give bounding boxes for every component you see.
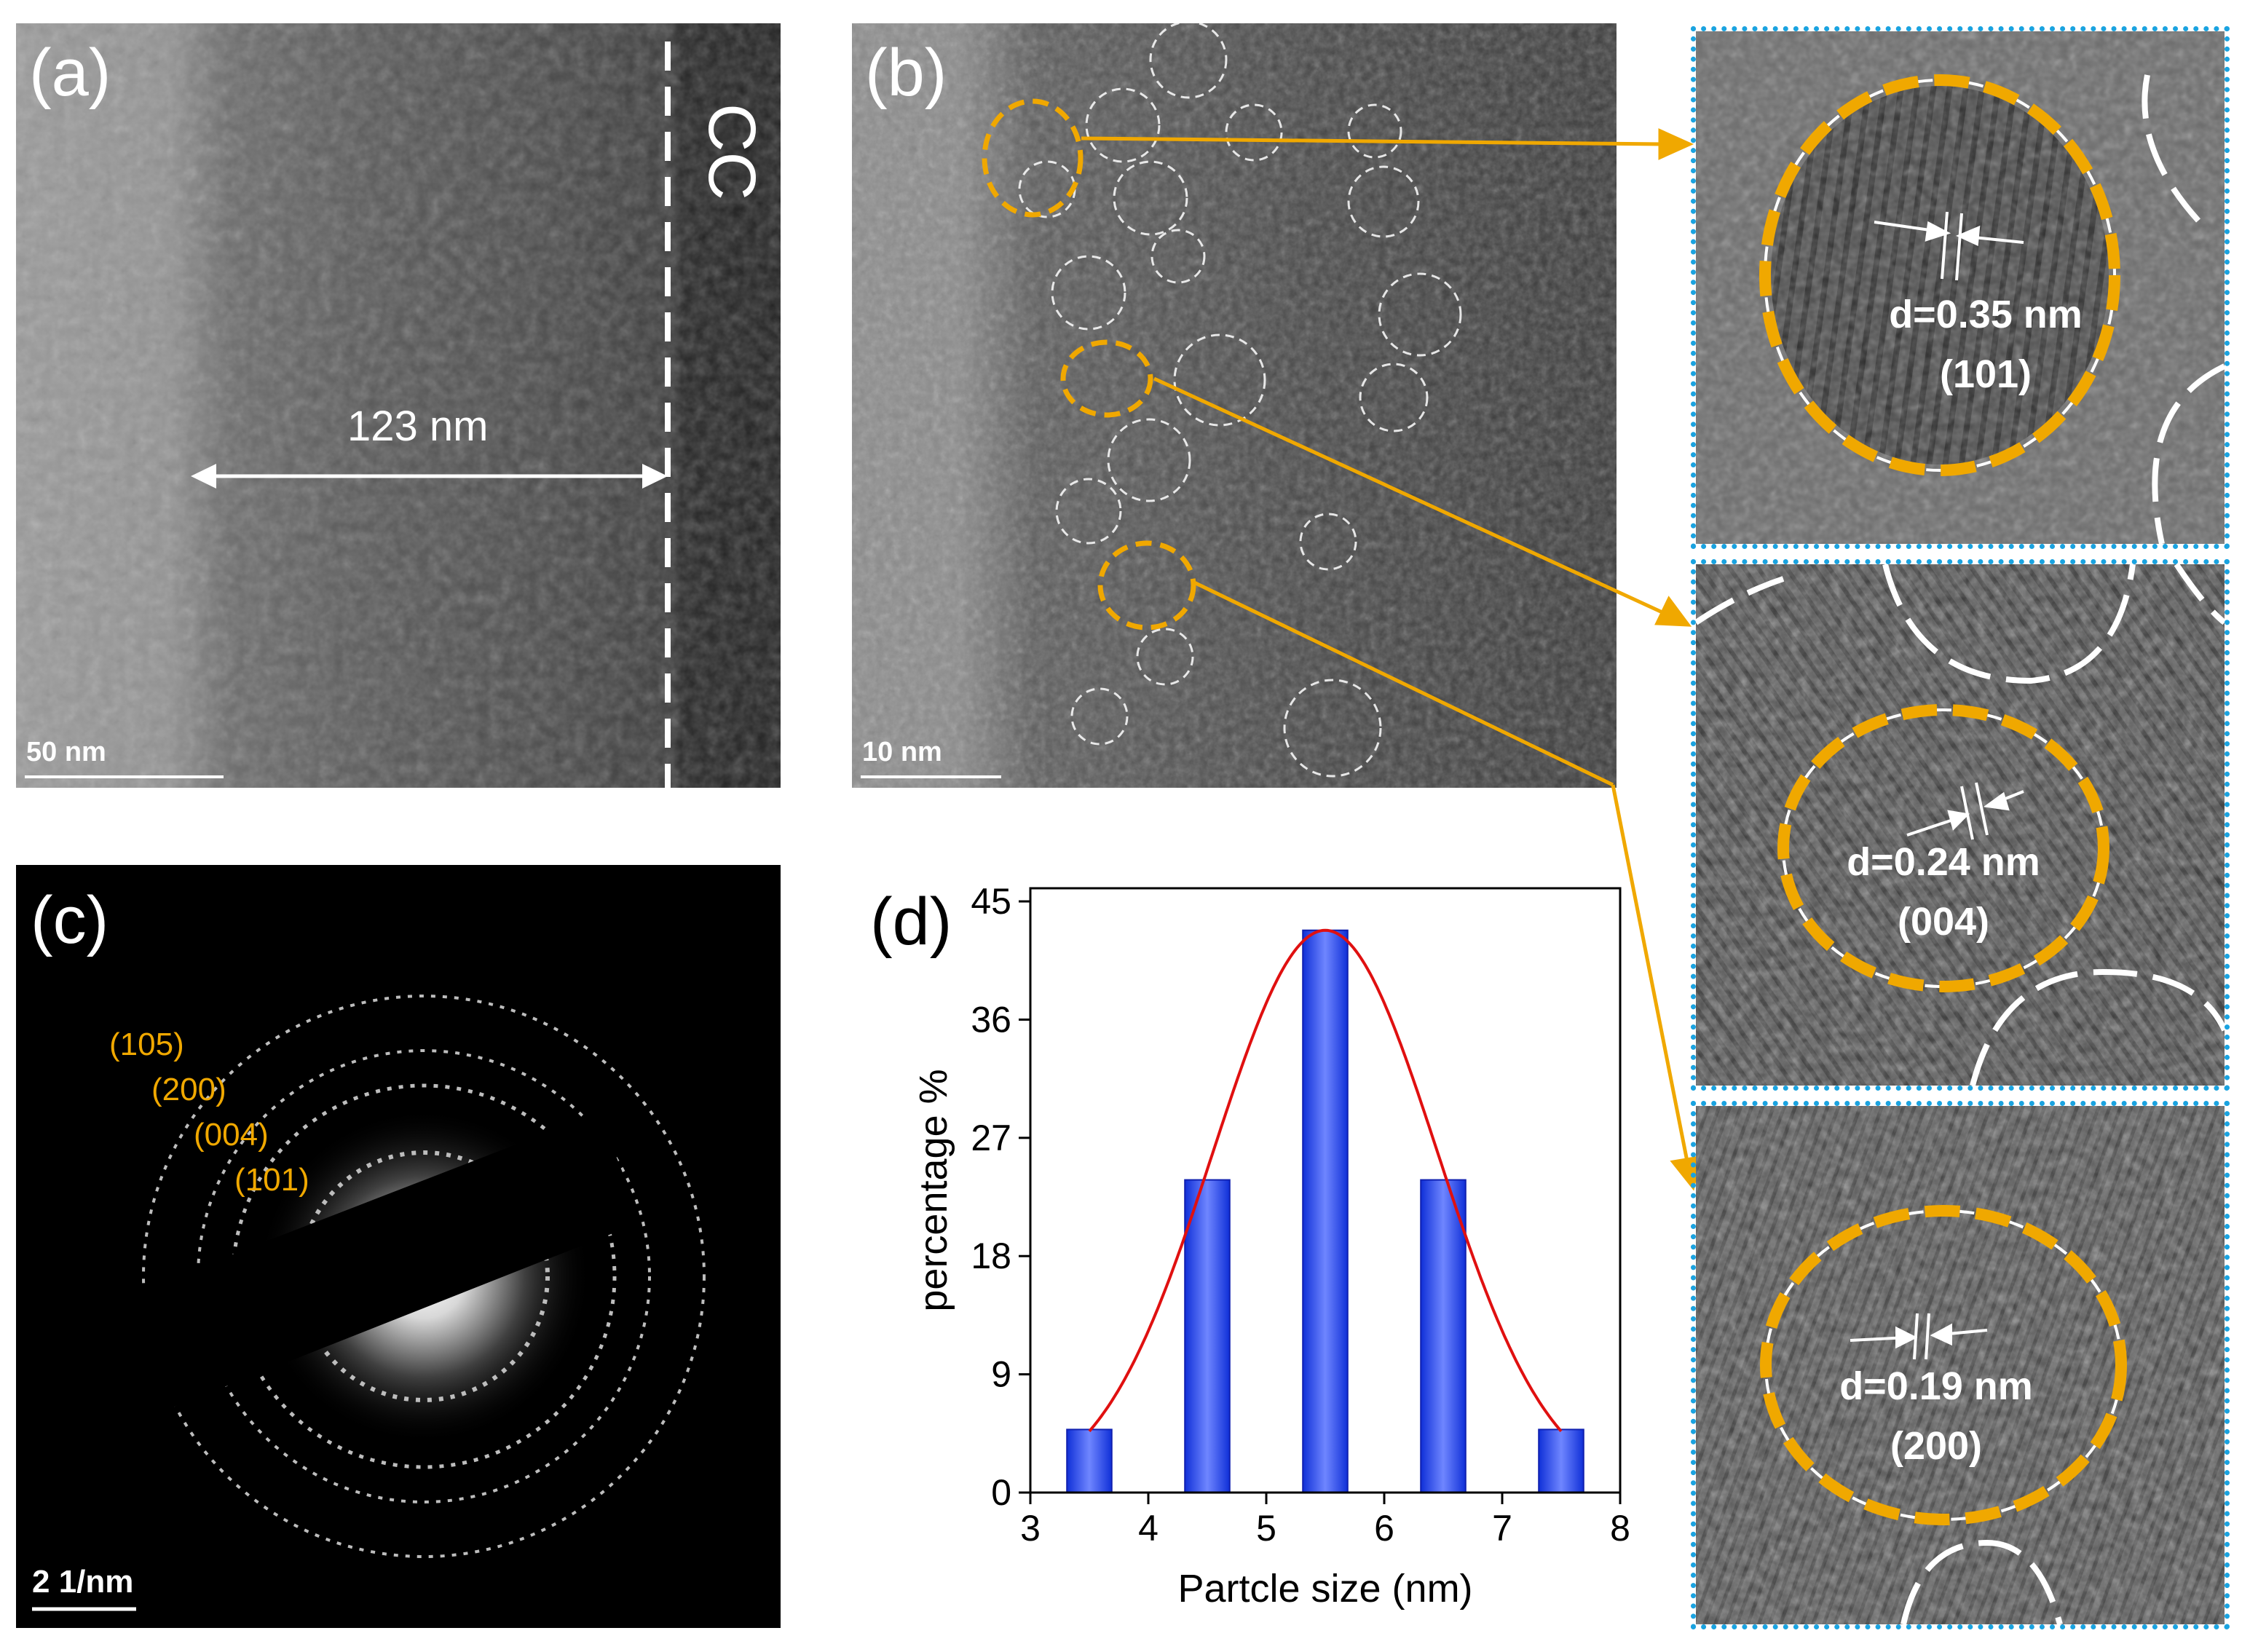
y-tick-label: 45 [971,881,1011,922]
scale-label-a: 50 nm [26,737,106,767]
inset-2-plane: (004) [1897,900,1990,944]
x-tick-label: 4 [1138,1508,1159,1549]
plot-frame [1029,887,1622,1494]
panel-b-hrtem-image: (b) 10 nm [852,23,1617,788]
x-tick-label: 7 [1492,1508,1512,1549]
histogram-bar [1302,929,1349,1493]
panel-d-label: (d) [870,885,952,959]
inset-3-image [1696,1106,2225,1624]
x-tick-label: 6 [1374,1508,1394,1549]
beam-stopper [16,1112,642,1469]
inset-3-spacing: d=0.19 nm [1839,1364,2033,1408]
panel-b-micrograph [852,23,1617,788]
ring-label-101: (101) [234,1162,309,1198]
histogram-bar [1420,1179,1467,1493]
panel-a-label: (a) [29,36,111,110]
panel-c-label: (c) [31,883,109,957]
inset-3: d=0.19 nm (200) [1691,1101,2230,1629]
thickness-label: 123 nm [347,403,489,450]
panel-a-tem-image: (a) 123 nm CC 50 nm [16,23,781,788]
highlight-circle-2 [1060,339,1153,418]
gaussian-fit-curve [1088,928,1563,1433]
y-tick-label: 18 [971,1236,1011,1276]
x-tick-label: 3 [1020,1508,1041,1549]
inset-3-plane: (200) [1890,1424,1983,1468]
histogram-bar [1184,1179,1231,1493]
scale-label-c: 2 1/nm [32,1564,134,1600]
inset-1-plane: (101) [1939,352,2032,396]
inset-2-image [1696,564,2225,1086]
y-axis-label: percentage % [912,1069,955,1311]
y-tick-label: 36 [971,999,1011,1040]
panel-a-micrograph [16,23,781,788]
highlight-circle-3 [1097,540,1196,631]
ring-label-200: (200) [151,1072,226,1107]
scale-label-b: 10 nm [862,737,942,767]
y-tick-label: 0 [991,1472,1011,1513]
inset-1: d=0.35 nm (101) [1691,26,2230,549]
inset-2: d=0.24 nm (004) [1691,559,2230,1091]
x-tick-label: 5 [1256,1508,1276,1549]
x-tick-label: 8 [1610,1508,1630,1549]
inset-2-spacing: d=0.24 nm [1847,840,2040,884]
highlight-circle-1 [982,98,1083,218]
inset-1-image [1696,31,2225,544]
saed-image [16,995,706,1611]
inset-1-spacing: d=0.35 nm [1889,293,2083,336]
x-axis-label: Partcle size (nm) [1177,1567,1472,1610]
y-tick-label: 27 [971,1118,1011,1158]
ring-label-105: (105) [109,1027,184,1062]
histogram-bar [1066,1428,1113,1493]
y-tick-label: 9 [991,1354,1011,1395]
panel-b-label: (b) [865,36,947,110]
ring-label-004: (004) [194,1117,269,1153]
histogram-bar [1538,1428,1584,1493]
panel-c-saed-pattern: (c) (105) (200) (004) (101) 2 1/nm [16,865,781,1628]
